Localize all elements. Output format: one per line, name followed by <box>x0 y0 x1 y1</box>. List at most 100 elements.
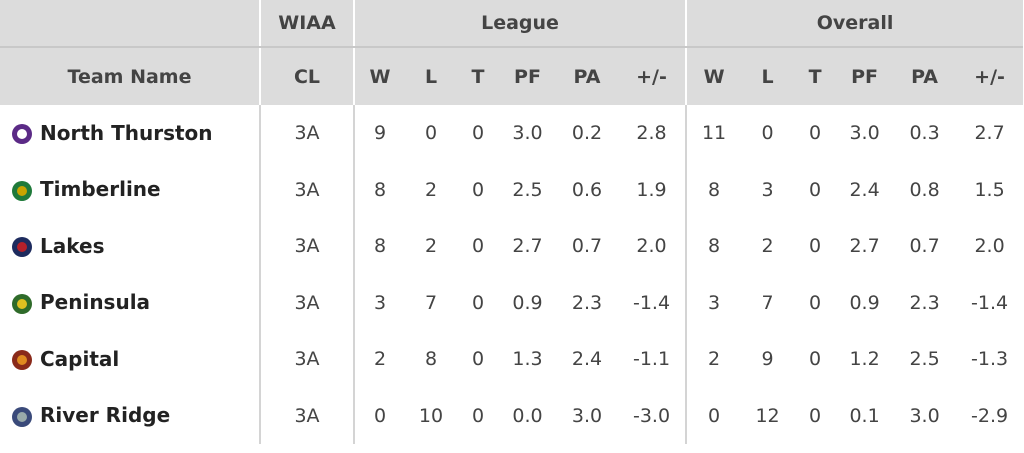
stat-cell: 0 <box>471 291 485 314</box>
column-header: W <box>353 47 405 105</box>
team-name: Timberline <box>40 177 161 201</box>
stat-cell: 1.5 <box>974 178 1005 201</box>
team-row: Peninsula 3A 3 7 0 0.9 2.3 -1.4 3 7 0 0.9 2.3 -1.4 <box>0 274 1023 332</box>
stat-cell: 3A <box>259 105 354 162</box>
team-row: Timberline 3A 8 2 0 2.5 0.6 1.9 8 3 0 2.4 0.8 1.5 <box>0 161 1023 218</box>
column-header: L <box>741 47 795 105</box>
stat-cell: 3A <box>259 274 354 331</box>
stat-cell: 0.0 <box>512 404 543 427</box>
stat-cell: 0 <box>471 235 485 258</box>
stat-cell: 2.7 <box>512 235 543 258</box>
stat-cell: 10 <box>418 404 444 427</box>
stat-cell: 2.3 <box>909 291 940 314</box>
stat-cell: 2.7 <box>849 235 880 258</box>
team-cell: River Ridge <box>0 388 260 445</box>
stat-cell: 2.7 <box>974 122 1005 145</box>
stat-cell: 0 <box>685 387 742 444</box>
stat-cell: 7 <box>424 291 438 314</box>
team-logo <box>12 293 32 314</box>
stat-cell: 3 <box>353 274 405 331</box>
stat-cell: 0 <box>809 122 822 145</box>
stat-cell: 3 <box>685 274 742 331</box>
stat-cell: 8 <box>424 348 438 371</box>
stat-cell: 9 <box>353 105 405 162</box>
stat-cell: 2.4 <box>571 348 603 371</box>
team-logo <box>12 237 32 257</box>
stat-cell: 2.5 <box>909 348 940 371</box>
stat-cell: 0.2 <box>571 122 603 145</box>
stat-cell: 9 <box>761 348 774 371</box>
stat-cell: 0.7 <box>571 235 603 258</box>
stat-cell: -1.4 <box>632 291 671 314</box>
stat-cell: 2.3 <box>571 291 603 314</box>
column-header: Team Name <box>0 47 260 105</box>
stat-cell: 3A <box>259 331 354 388</box>
stat-cell: 2 <box>424 178 438 201</box>
column-header: W <box>685 47 742 105</box>
team-logo <box>12 350 32 370</box>
stat-cell: 2 <box>761 235 774 258</box>
stat-cell: 2.5 <box>512 178 543 201</box>
column-header: PF <box>836 47 894 105</box>
column-header: PA <box>893 47 957 105</box>
stat-cell: 0 <box>809 291 822 314</box>
team-cell: Capital <box>0 331 260 388</box>
stat-cell: 0 <box>353 387 405 444</box>
team-row: North Thurston 3A 9 0 0 3.0 0.2 2.8 11 0 0 3.0 0.3 2.… <box>0 105 1023 162</box>
column-header: CL <box>259 47 354 105</box>
team-name: Peninsula <box>40 290 151 314</box>
group-header: WIAA <box>259 0 354 48</box>
stat-cell: 0.1 <box>849 404 880 427</box>
team-row: Capital 3A 2 8 0 1.3 2.4 -1.1 2 9 0 1.2 2.5 -1.3 <box>0 331 1023 388</box>
stat-cell: 0 <box>809 235 822 258</box>
column-header: T <box>457 47 499 105</box>
team-logo <box>12 124 32 144</box>
stat-cell: 0 <box>424 122 438 145</box>
team-logo <box>12 406 32 427</box>
column-header: L <box>405 47 457 105</box>
stat-cell: 3.0 <box>909 404 940 427</box>
stat-cell: 1.9 <box>636 178 667 201</box>
team-row: Lakes 3A 8 2 0 2.7 0.7 2.0 8 2 0 2.7 0.7 2.0 <box>0 218 1023 275</box>
stat-cell: 0 <box>471 348 485 371</box>
stat-cell: 0 <box>809 348 822 371</box>
column-header: PF <box>499 47 556 105</box>
stat-cell: 0.6 <box>571 178 603 201</box>
stat-cell: 3.0 <box>849 122 880 145</box>
stat-cell: 0 <box>471 122 485 145</box>
stat-cell: 2.4 <box>849 178 880 201</box>
stat-cell: 8 <box>353 218 405 275</box>
stat-cell: 0 <box>471 404 485 427</box>
stat-cell: 0 <box>809 178 822 201</box>
stat-cell: -2.9 <box>971 404 1009 427</box>
stat-cell: 7 <box>761 291 774 314</box>
stat-cell: 11 <box>685 105 742 162</box>
column-header: T <box>794 47 837 105</box>
stat-cell: 3.0 <box>512 122 543 145</box>
stat-cell: 8 <box>685 161 742 218</box>
stat-cell: 2 <box>685 331 742 388</box>
stat-cell: 0 <box>761 122 774 145</box>
stat-cell: -1.1 <box>632 348 671 371</box>
stat-cell: 2 <box>424 235 438 258</box>
group-header: Overall <box>685 0 1024 48</box>
blank-header <box>0 0 260 48</box>
stat-cell: 3.0 <box>571 404 603 427</box>
column-header: +/- <box>956 47 1024 105</box>
stat-cell: 0.7 <box>909 235 940 258</box>
stat-cell: 0 <box>809 404 822 427</box>
stat-cell: 2.0 <box>974 235 1005 258</box>
stat-cell: 0.8 <box>909 178 940 201</box>
stat-cell: 1.3 <box>512 348 543 371</box>
stat-cell: 3A <box>259 218 354 275</box>
stat-cell: 3A <box>259 387 354 444</box>
team-cell: Lakes <box>0 218 260 275</box>
stat-cell: 2.0 <box>636 235 667 258</box>
group-header: League <box>352 0 687 48</box>
team-cell: Peninsula <box>0 275 260 332</box>
stat-cell: 2.8 <box>636 122 667 145</box>
stat-cell: 8 <box>353 161 405 218</box>
stat-cell: 0.9 <box>849 291 880 314</box>
